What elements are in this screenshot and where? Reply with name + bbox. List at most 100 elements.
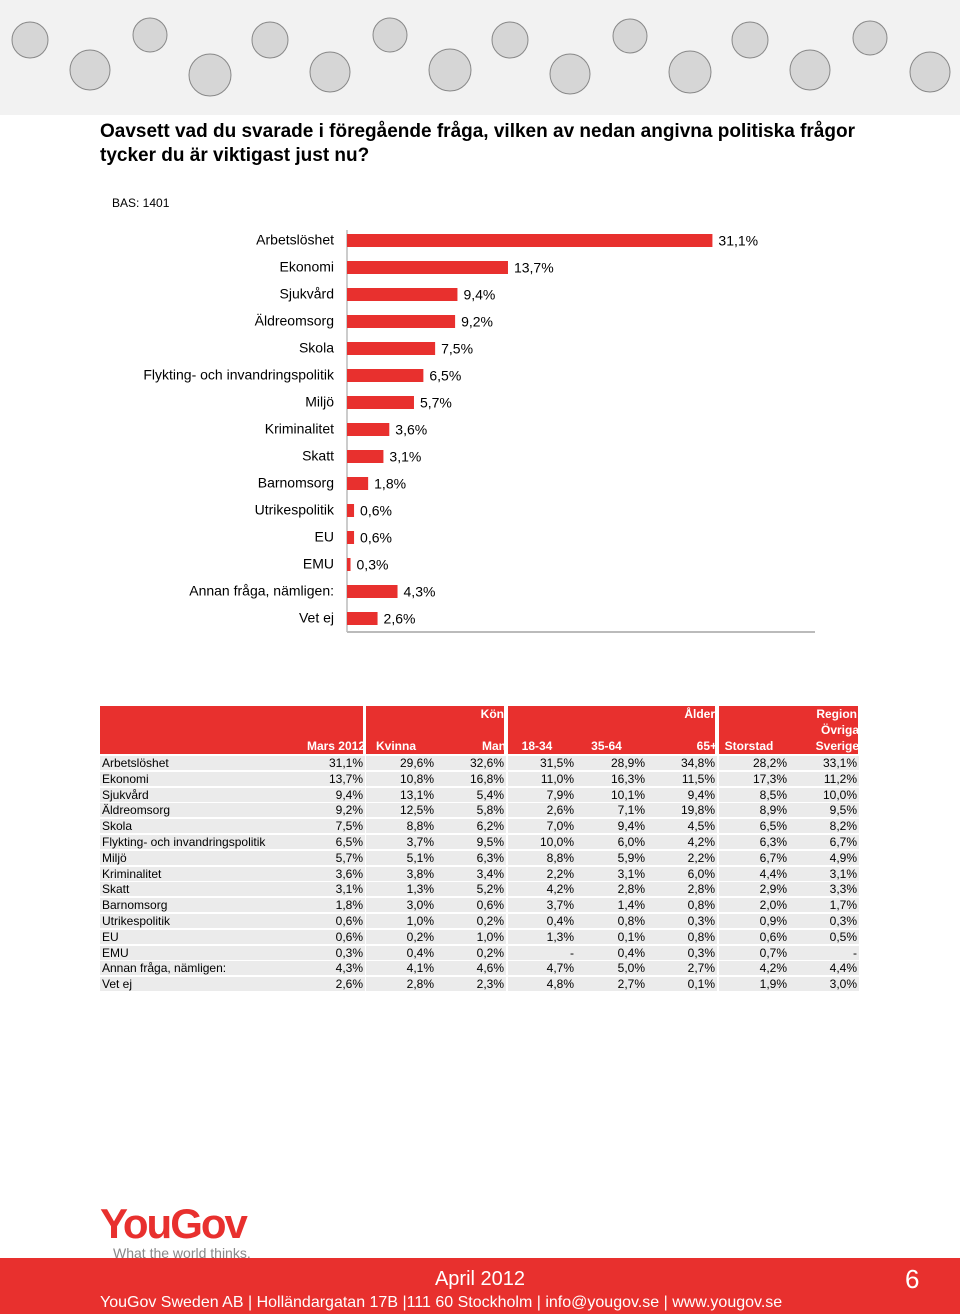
table-cell: 2,9% <box>719 882 789 897</box>
table-cell: 3,4% <box>436 866 506 881</box>
row-label: Flykting- och invandringspolitik <box>100 835 293 849</box>
table-cell: 4,5% <box>647 819 717 834</box>
table-cell: 28,9% <box>576 756 647 770</box>
table-cell: 1,0% <box>366 914 436 928</box>
table-cell: 0,3% <box>647 914 717 928</box>
table-cell: 10,1% <box>576 787 647 802</box>
table-cell: 0,2% <box>436 914 506 928</box>
header-background <box>366 706 504 754</box>
row-label: Ekonomi <box>100 771 293 786</box>
value-label: 5,7% <box>420 395 452 411</box>
tagline: What the world thinks. <box>113 1245 251 1261</box>
table-cell: 2,2% <box>508 866 576 881</box>
bar <box>347 612 378 625</box>
table-cell: 3,3% <box>789 882 859 897</box>
column-header: 18-34 <box>521 739 553 753</box>
base-note: BAS: 1401 <box>112 196 170 210</box>
row-label: Kriminalitet <box>100 866 293 881</box>
value-label: 13,7% <box>514 260 554 276</box>
table-cell: 0,6% <box>293 929 365 944</box>
table-cell: 4,9% <box>789 850 859 865</box>
value-label: 4,3% <box>404 584 436 600</box>
table-cell: 0,8% <box>647 898 717 913</box>
bar <box>347 261 508 274</box>
value-label: 1,8% <box>374 476 406 492</box>
table-cell: 19,8% <box>647 803 717 818</box>
table-cell: 5,7% <box>293 850 365 865</box>
table-cell: 0,8% <box>576 914 647 928</box>
value-label: 9,4% <box>463 287 495 303</box>
table-cell: 3,1% <box>293 882 365 897</box>
header-background <box>719 706 858 754</box>
table-cell: 33,1% <box>789 756 859 770</box>
bar <box>347 369 424 382</box>
table-cell: 0,6% <box>436 898 506 913</box>
table-cell: 4,4% <box>719 866 789 881</box>
category-label: Kriminalitet <box>265 421 334 437</box>
row-label: Arbetslöshet <box>100 756 293 770</box>
table-cell: 6,5% <box>293 835 365 849</box>
column-header: 35-64 <box>591 739 622 753</box>
column-header: Mars 2012 <box>306 739 365 753</box>
bar <box>347 531 355 544</box>
table-cell: 0,2% <box>436 945 506 960</box>
value-label: 7,5% <box>441 341 473 357</box>
column-header: Man <box>482 739 506 753</box>
table-cell: 3,0% <box>366 898 436 913</box>
table-cell: 0,4% <box>366 945 436 960</box>
table-cell: 17,3% <box>719 771 789 786</box>
value-label: 0,6% <box>360 503 392 519</box>
table-cell: 5,8% <box>436 803 506 818</box>
table-cell: - <box>789 945 859 960</box>
table-cell: 8,8% <box>508 850 576 865</box>
table-cell: 1,7% <box>789 898 859 913</box>
table-cell: 6,7% <box>789 835 859 849</box>
value-label: 0,6% <box>360 530 392 546</box>
table-cell: 16,3% <box>576 771 647 786</box>
value-label: 31,1% <box>718 233 758 249</box>
table-cell: 4,7% <box>508 961 576 976</box>
group-header: Kön <box>480 707 504 721</box>
table-cell: 0,5% <box>789 929 859 944</box>
table-cell: 4,3% <box>293 961 365 976</box>
bar-chart: Arbetslöshet 31,1% Ekonomi 13,7% Sjukvård 9,4… <box>143 230 815 633</box>
question-title: Oavsett vad du svarade i föregående fråg… <box>100 121 855 166</box>
page-number: 6 <box>905 1264 920 1294</box>
table-cell: 2,6% <box>293 977 365 992</box>
row-label: Sjukvård <box>100 787 293 802</box>
table-cell: 6,0% <box>576 835 647 849</box>
table-cell: - <box>508 945 576 960</box>
table-cell: 9,5% <box>789 803 859 818</box>
table-cell: 16,8% <box>436 771 506 786</box>
column-header: 65+ <box>696 739 717 753</box>
table-cell: 6,5% <box>719 819 789 834</box>
table-cell: 2,8% <box>576 882 647 897</box>
bar <box>347 423 390 436</box>
group-header: Region <box>816 707 857 721</box>
table-cell: 9,4% <box>647 787 717 802</box>
table-cell: 4,6% <box>436 961 506 976</box>
bar <box>347 558 351 571</box>
crowd-illustration <box>0 0 960 115</box>
table-cell: 3,7% <box>508 898 576 913</box>
category-label: Skatt <box>302 448 334 464</box>
category-label: Äldreomsorg <box>255 313 334 329</box>
bar <box>347 585 398 598</box>
value-label: 3,1% <box>389 449 421 465</box>
table-cell: 34,8% <box>647 756 717 770</box>
table-cell: 29,6% <box>366 756 436 770</box>
row-label: Äldreomsorg <box>100 803 293 818</box>
category-label: Barnomsorg <box>258 475 334 491</box>
table-cell: 8,5% <box>719 787 789 802</box>
row-label: Miljö <box>100 850 293 865</box>
table-cell: 2,8% <box>366 977 436 992</box>
table-cell: 3,7% <box>366 835 436 849</box>
table-cell: 2,0% <box>719 898 789 913</box>
table-cell: 10,0% <box>508 835 576 849</box>
bar <box>347 396 414 409</box>
table-cell: 28,2% <box>719 756 789 770</box>
table-cell: 5,1% <box>366 850 436 865</box>
column-header: Storstad <box>724 739 774 753</box>
bar <box>347 234 713 247</box>
